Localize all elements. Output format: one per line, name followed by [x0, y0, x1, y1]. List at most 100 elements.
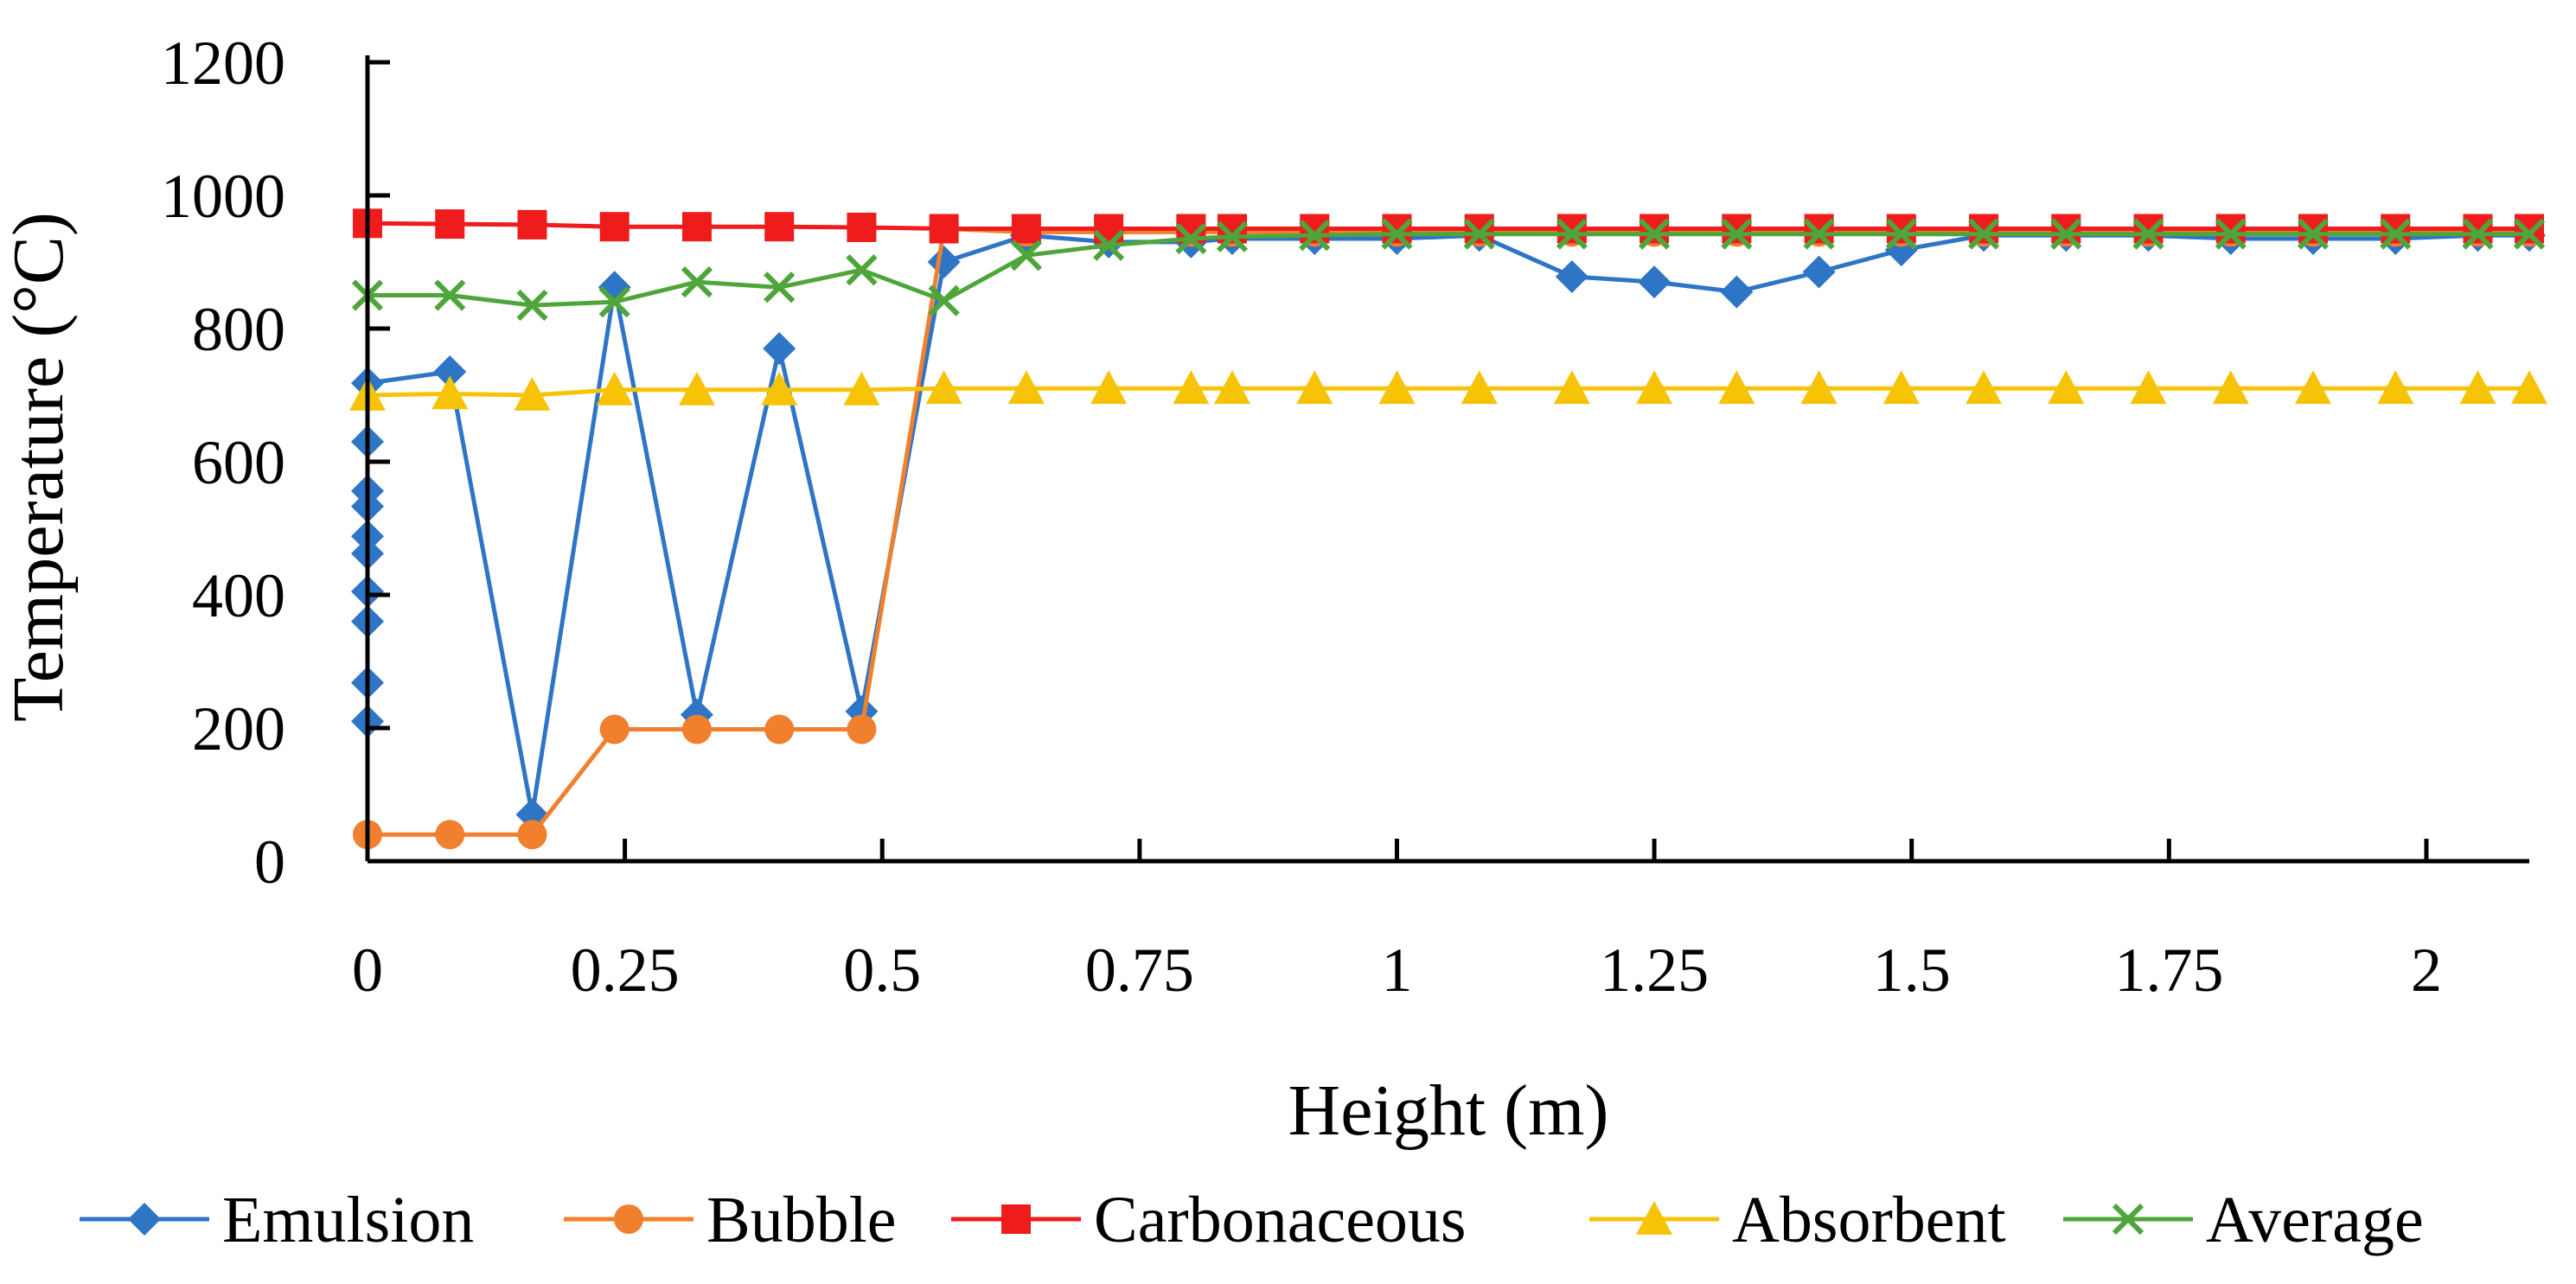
carbonaceous-point-18	[1804, 214, 1834, 244]
carbonaceous-point-22	[2133, 214, 2164, 244]
emulsion-point-25	[1638, 265, 1672, 299]
emulsion-point-10	[433, 355, 467, 389]
y-tick-label-6: 1200	[161, 29, 285, 98]
legend-marker-absorbent	[1636, 1201, 1672, 1235]
average-point-4	[681, 265, 713, 298]
legend-label-bubble: Bubble	[706, 1184, 897, 1256]
legend-label-average: Average	[2206, 1184, 2424, 1256]
legend-label-absorbent: Absorbent	[1732, 1184, 2006, 1256]
average-point-23	[2215, 218, 2247, 250]
y-tick-label-0: 0	[254, 827, 285, 897]
y-tick-label-1: 200	[192, 694, 285, 763]
average-point-24	[2297, 218, 2330, 250]
carbonaceous-point-16	[1640, 214, 1670, 244]
carbonaceous-point-8	[1011, 214, 1041, 244]
average-point-15	[1556, 218, 1588, 250]
emulsion-point-16	[927, 246, 961, 278]
absorbent-point-8	[1007, 370, 1045, 405]
average-point-9	[1093, 229, 1125, 261]
carbonaceous-point-4	[681, 212, 712, 242]
absorbent-point-3	[596, 371, 633, 406]
legend-item-average: Average	[2063, 1184, 2424, 1256]
average-point-12	[1299, 220, 1331, 252]
x-tick-label-1: 0.25	[571, 936, 680, 1005]
average-point-25	[2380, 218, 2412, 250]
absorbent-point-24	[2295, 370, 2331, 405]
bubble-point-1	[435, 820, 465, 850]
bubble-point-2	[517, 820, 547, 850]
average-point-14	[1463, 218, 1495, 250]
absorbent-point-25	[2377, 370, 2414, 405]
axes: 0 200 400 600 800 1000 1200 0 0.25 0.5 0.75 1 1.25 1.…	[161, 29, 2529, 1005]
series-average	[351, 218, 2546, 322]
absorbent-point-16	[1636, 370, 1673, 405]
legend-marker-emulsion	[128, 1203, 161, 1236]
average-point-7	[928, 284, 960, 316]
y-tick-label-2: 400	[192, 561, 285, 630]
legend-marker-carbonaceous	[1001, 1204, 1031, 1234]
carbonaceous-point-2	[517, 209, 547, 240]
absorbent-point-1	[431, 375, 469, 410]
series-bubble	[353, 214, 2544, 850]
y-tick-label-3: 600	[192, 428, 285, 497]
legend-label-carbonaceous: Carbonaceous	[1094, 1184, 1467, 1256]
carbonaceous-point-3	[599, 212, 630, 242]
absorbent-point-20	[1966, 370, 2003, 405]
average-point-26	[2462, 218, 2494, 250]
bubble-point-6	[847, 714, 877, 744]
x-tick-label-6: 1.5	[1873, 936, 1951, 1005]
average-point-2	[516, 289, 548, 322]
absorbent-point-21	[2048, 370, 2085, 405]
absorbent-point-4	[678, 371, 715, 406]
absorbent-point-10	[1173, 370, 1210, 405]
legend-marker-average	[2112, 1203, 2145, 1236]
average-point-21	[2050, 218, 2082, 250]
bubble-line	[368, 227, 2529, 837]
carbonaceous-point-6	[847, 212, 877, 242]
carbonaceous-point-23	[2215, 214, 2246, 244]
absorbent-point-2	[514, 377, 551, 411]
carbonaceous-point-27	[2515, 214, 2544, 244]
series-emulsion	[351, 219, 2546, 832]
emulsion-point-27	[1802, 255, 1836, 289]
carbonaceous-point-7	[929, 214, 959, 244]
emulsion-point-24	[1555, 259, 1588, 293]
absorbent-point-9	[1090, 370, 1128, 405]
y-tick-label-5: 1000	[161, 162, 285, 231]
carbonaceous-point-25	[2381, 214, 2411, 244]
legend-marker-bubble	[614, 1204, 643, 1234]
legend: Emulsion Bubble Carbonaceous Absorbent Avera…	[80, 1184, 2424, 1256]
absorbent-point-11	[1214, 370, 1250, 405]
average-point-17	[1721, 218, 1753, 250]
average-point-8	[1010, 240, 1043, 271]
bubble-point-4	[681, 714, 712, 744]
average-point-3	[598, 286, 630, 318]
carbonaceous-point-5	[764, 212, 795, 242]
carbonaceous-point-21	[2051, 214, 2081, 244]
bubble-point-5	[764, 714, 795, 744]
carbonaceous-point-24	[2298, 214, 2328, 244]
x-tick-label-7: 1.75	[2114, 936, 2223, 1005]
series-layer	[349, 208, 2547, 850]
average-point-16	[1638, 218, 1671, 250]
absorbent-point-27	[2511, 370, 2547, 405]
average-point-20	[1967, 218, 2000, 250]
x-tick-label-4: 1	[1381, 936, 1412, 1005]
bubble-point-3	[599, 714, 630, 744]
x-tick-label-3: 0.75	[1085, 936, 1194, 1005]
average-point-1	[434, 279, 466, 311]
average-line	[368, 232, 2529, 308]
absorbent-point-7	[925, 370, 962, 405]
carbonaceous-point-17	[1722, 214, 1752, 244]
legend-label-emulsion: Emulsion	[222, 1184, 474, 1256]
absorbent-point-14	[1461, 370, 1498, 405]
legend-item-emulsion: Emulsion	[80, 1184, 474, 1256]
x-tick-label-5: 1.25	[1600, 936, 1709, 1005]
carbonaceous-point-9	[1094, 214, 1124, 244]
carbonaceous-point-1	[435, 209, 465, 240]
carbonaceous-point-19	[1886, 214, 1916, 244]
absorbent-point-6	[843, 371, 880, 406]
absorbent-point-23	[2212, 370, 2249, 405]
average-point-6	[846, 254, 878, 286]
